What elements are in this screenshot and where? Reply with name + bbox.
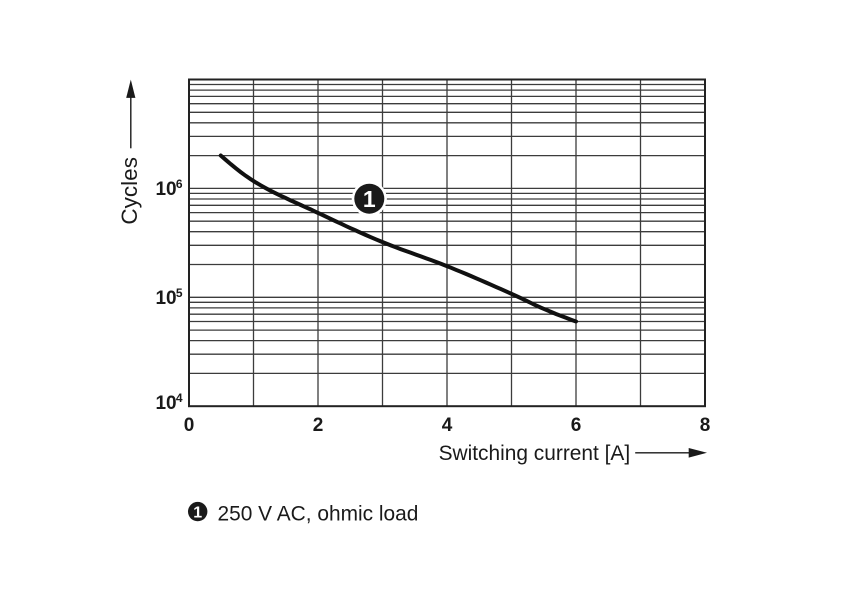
svg-text:250 V AC, ohmic load: 250 V AC, ohmic load	[218, 502, 419, 525]
svg-text:Switching current [A]: Switching current [A]	[439, 442, 631, 465]
svg-text:0: 0	[184, 415, 195, 436]
svg-text:10: 10	[155, 288, 176, 309]
svg-text:8: 8	[700, 415, 711, 436]
svg-text:5: 5	[176, 286, 183, 300]
svg-text:1: 1	[193, 504, 202, 521]
svg-text:2: 2	[313, 415, 324, 436]
svg-text:10: 10	[155, 393, 176, 414]
svg-text:1: 1	[363, 186, 376, 212]
svg-text:4: 4	[442, 415, 453, 436]
svg-text:10: 10	[155, 179, 176, 200]
svg-text:6: 6	[176, 177, 183, 191]
svg-text:4: 4	[176, 391, 183, 405]
svg-text:6: 6	[571, 415, 582, 436]
svg-text:Cycles: Cycles	[117, 157, 142, 225]
